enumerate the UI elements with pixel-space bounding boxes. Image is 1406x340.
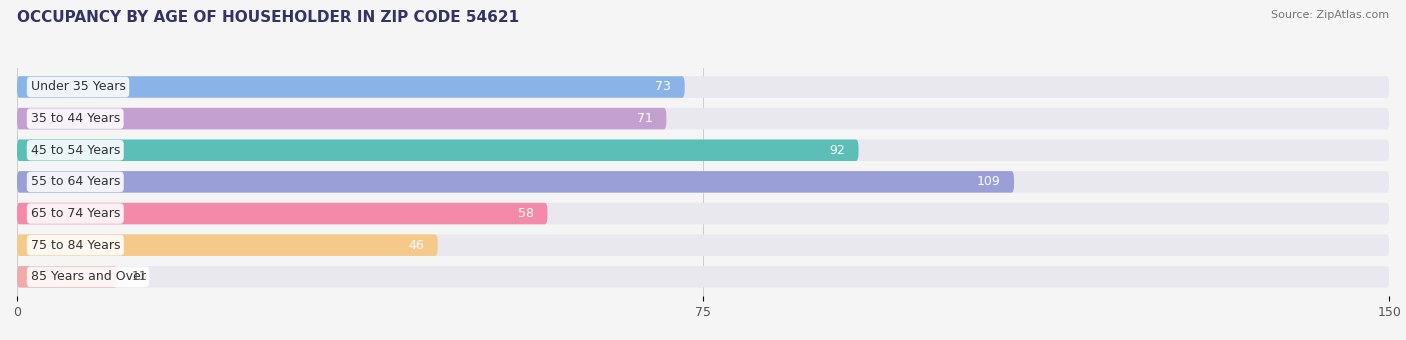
FancyBboxPatch shape: [17, 266, 118, 288]
Text: 73: 73: [655, 81, 671, 94]
Text: Under 35 Years: Under 35 Years: [31, 81, 125, 94]
Text: 71: 71: [637, 112, 652, 125]
Text: Source: ZipAtlas.com: Source: ZipAtlas.com: [1271, 10, 1389, 20]
Text: 85 Years and Over: 85 Years and Over: [31, 270, 145, 283]
FancyBboxPatch shape: [17, 76, 685, 98]
FancyBboxPatch shape: [17, 171, 1389, 193]
FancyBboxPatch shape: [17, 234, 437, 256]
FancyBboxPatch shape: [17, 139, 859, 161]
Text: 45 to 54 Years: 45 to 54 Years: [31, 144, 120, 157]
Text: 58: 58: [517, 207, 534, 220]
FancyBboxPatch shape: [17, 171, 1014, 193]
Text: 65 to 74 Years: 65 to 74 Years: [31, 207, 120, 220]
FancyBboxPatch shape: [17, 203, 1389, 224]
Text: 109: 109: [977, 175, 1000, 188]
FancyBboxPatch shape: [17, 203, 547, 224]
FancyBboxPatch shape: [17, 139, 1389, 161]
FancyBboxPatch shape: [17, 234, 1389, 256]
FancyBboxPatch shape: [17, 108, 666, 130]
Text: 46: 46: [408, 239, 425, 252]
Text: 92: 92: [830, 144, 845, 157]
Text: 75 to 84 Years: 75 to 84 Years: [31, 239, 120, 252]
FancyBboxPatch shape: [17, 108, 1389, 130]
FancyBboxPatch shape: [17, 76, 1389, 98]
Text: OCCUPANCY BY AGE OF HOUSEHOLDER IN ZIP CODE 54621: OCCUPANCY BY AGE OF HOUSEHOLDER IN ZIP C…: [17, 10, 519, 25]
Text: 55 to 64 Years: 55 to 64 Years: [31, 175, 120, 188]
Text: 11: 11: [131, 270, 148, 283]
FancyBboxPatch shape: [17, 266, 1389, 288]
Text: 35 to 44 Years: 35 to 44 Years: [31, 112, 120, 125]
